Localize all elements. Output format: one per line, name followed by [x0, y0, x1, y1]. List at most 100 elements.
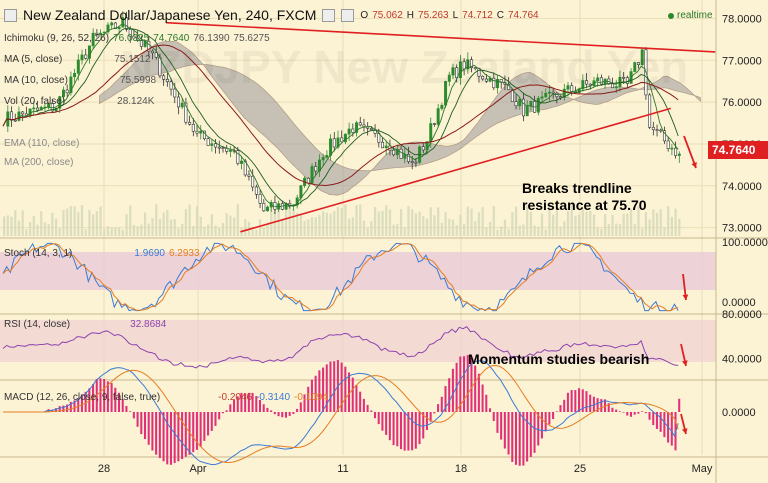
- legend-ichimoku[interactable]: Ichimoku (9, 26, 52, 26) 76.0325 74.7640…: [4, 33, 270, 44]
- volume-bar: [95, 211, 98, 236]
- macd-hist-bar: [247, 392, 250, 412]
- macd-hist-bar: [84, 391, 87, 412]
- candle-body: [599, 77, 603, 85]
- volume-bar: [214, 225, 217, 236]
- macd-hist-bar: [106, 381, 109, 412]
- legend-ma5[interactable]: MA (5, close) 75.1512: [4, 54, 151, 65]
- macd-hist-bar: [411, 412, 414, 451]
- settings-icon[interactable]: [322, 8, 336, 22]
- candle-body: [622, 76, 626, 79]
- volume-bar: [28, 222, 32, 236]
- volume-bar: [210, 214, 213, 236]
- candle-body: [113, 22, 117, 29]
- chart-header: New Zealand Dollar/Japanese Yen, 240, FX…: [4, 4, 539, 26]
- volume-bar: [667, 206, 670, 236]
- candle-body: [151, 50, 154, 54]
- candle-body: [176, 96, 180, 108]
- legend-ema110[interactable]: EMA (110, close): [4, 138, 79, 149]
- legend-macd-v2: -0.3140: [256, 392, 291, 403]
- candle-body: [655, 129, 659, 132]
- macd-hist-bar: [370, 410, 373, 412]
- volume-bar: [526, 205, 529, 236]
- volume-bar: [574, 215, 577, 236]
- macd-hist-bar: [552, 412, 555, 420]
- macd-hist-bar: [129, 411, 132, 412]
- macd-hist-bar: [333, 361, 336, 412]
- macd-hist-bar: [444, 386, 447, 412]
- volume-bar: [477, 212, 481, 236]
- trendline-note: Breaks trendline resistance at 75.70: [522, 180, 647, 214]
- macd-hist-bar: [270, 410, 273, 412]
- candle-body: [329, 138, 333, 156]
- legend-ichimoku-v1: 76.0325: [113, 33, 150, 44]
- ma10-line: [2, 27, 679, 207]
- candle-body: [199, 130, 203, 134]
- macd-hist-bar: [566, 392, 569, 412]
- candle-body: [262, 203, 266, 212]
- volume-bar: [244, 219, 247, 236]
- volume-bar: [429, 207, 432, 236]
- volume-bar: [299, 215, 303, 236]
- volume-bar: [540, 213, 544, 236]
- candle-body: [10, 111, 14, 121]
- legend-macd[interactable]: MACD (12, 26, close, 9, false, true) -0.…: [4, 392, 328, 403]
- macd-hist-bar: [240, 392, 243, 412]
- volume-bar: [492, 206, 495, 236]
- volume-bar: [615, 223, 618, 236]
- eye-icon[interactable]: [341, 8, 355, 22]
- candle-body: [677, 153, 681, 156]
- macd-hist-bar: [511, 412, 514, 462]
- volume-bar: [474, 221, 477, 236]
- date-tick-label: 18: [455, 463, 467, 475]
- legend-vol-value: 28.124K: [117, 96, 155, 107]
- volume-bar: [466, 206, 469, 236]
- legend-vol[interactable]: Vol (20, false) 28.124K: [4, 96, 154, 107]
- volume-bar: [162, 212, 165, 236]
- macd-hist-bar: [121, 399, 124, 412]
- volume-bar: [637, 206, 640, 236]
- volume-bar: [344, 204, 347, 236]
- trendline: [240, 107, 671, 233]
- macd-hist-bar: [62, 405, 65, 412]
- legend-ma200[interactable]: MA (200, close): [4, 157, 73, 168]
- volume-bar: [32, 215, 35, 236]
- candle-body: [236, 150, 240, 164]
- macd-hist-bar: [266, 407, 269, 412]
- volume-bar: [284, 207, 288, 236]
- collapse-icon[interactable]: [4, 8, 17, 22]
- legend-stoch[interactable]: Stoch (14, 3, 1) 1.9690 6.2933: [4, 248, 200, 259]
- macd-hist-bar: [655, 412, 658, 429]
- volume-bar: [17, 220, 21, 236]
- volume-bar: [207, 224, 210, 236]
- candle-body: [210, 143, 214, 146]
- candle-body: [432, 123, 436, 125]
- candle-body: [525, 105, 529, 117]
- macd-hist-bar: [373, 412, 377, 419]
- macd-hist-bar: [641, 411, 644, 412]
- candle-body: [80, 54, 84, 61]
- ohlc-low-key: L: [452, 9, 459, 21]
- candle-body: [221, 147, 225, 149]
- macd-hist-bar: [73, 400, 76, 412]
- legend-ichimoku-v3: 76.1390: [193, 33, 230, 44]
- volume-bar: [629, 208, 633, 236]
- volume-bar: [236, 204, 239, 236]
- legend-ma5-label: MA (5, close): [4, 54, 63, 65]
- macd-hist-bar: [207, 412, 210, 436]
- macd-hist-bar: [210, 412, 213, 431]
- volume-bar: [129, 205, 132, 236]
- macd-hist-bar: [381, 412, 384, 431]
- candle-body: [228, 149, 232, 152]
- volume-bar: [563, 221, 566, 236]
- legend-rsi[interactable]: RSI (14, close) 32.8684: [4, 319, 166, 330]
- macd-hist-bar: [474, 365, 477, 412]
- legend-ma10[interactable]: MA (10, close) 75.5998: [4, 75, 156, 86]
- candle-body: [351, 128, 355, 133]
- candle-body: [139, 40, 143, 47]
- volume-bar: [425, 218, 429, 236]
- candle-body: [492, 77, 496, 89]
- ohlc-high: 75.263: [418, 9, 449, 21]
- macd-hist-bar: [310, 379, 313, 412]
- macd-hist-bar: [258, 400, 262, 412]
- macd-hist-bar: [485, 394, 488, 412]
